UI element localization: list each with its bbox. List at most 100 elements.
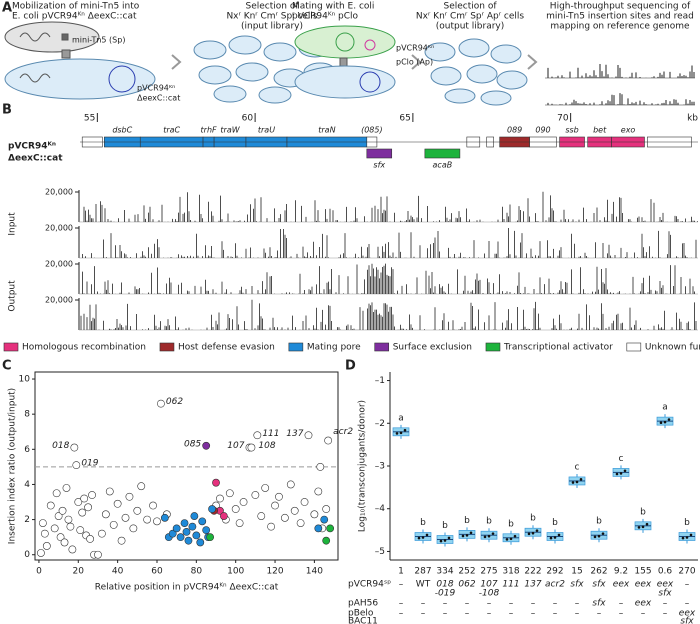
y-tick-label: 4 [24,480,30,490]
donor-cell [4,21,100,53]
y-axis-label: Log₁₀(transconjugants/donor) [358,400,368,532]
gene-label: traU [258,126,275,135]
replicate-dot [685,536,689,539]
step-text: mini-Tn5 insertion sites and read [546,12,694,22]
x-tick-label: 60 [151,567,163,577]
track-tick-label: 20,000 [45,296,73,305]
y-tick-label: 10 [19,375,31,385]
data-point [310,510,319,519]
group-letter: b [420,518,426,528]
construct-label: ΔeexC::cat [8,154,63,164]
group-letter: a [398,413,404,423]
legend-label: Transcriptional activator [503,343,613,353]
data-point [316,462,325,471]
step-text: pVCR94ᴷⁿ pClo [292,12,359,22]
step-text: Selection of [443,2,497,12]
cell [213,85,247,103]
category-label: acr2 [545,580,565,590]
step-text: Nxʳ Knʳ Cmʳ Spʳ Apʳ cells [416,12,524,22]
ratio-label: 287 [414,567,431,577]
replicate-dot [571,481,575,484]
ratio-label: 9.2 [614,567,628,577]
replicate-dot [597,534,601,538]
data-point [149,501,157,510]
cell [490,44,522,64]
data-point [182,527,191,536]
row-cell: – [597,609,602,619]
data-point [74,498,83,506]
category-label: 062 [458,580,475,590]
data-point [58,506,67,515]
cell [193,40,227,60]
coverage-track [82,228,697,258]
x-tick-label: 80 [191,567,203,577]
replicate-dot [531,531,535,535]
x-tick-label: 120 [266,567,283,577]
pclo-plasmid [335,32,355,52]
data-point [54,512,63,520]
row-cell: – [531,609,536,619]
data-point [212,478,220,487]
ratio-label: 262 [590,567,607,577]
data-point [192,531,201,540]
gene-label: bet [593,126,607,135]
replicate-dot [667,418,671,421]
group-letter: a [662,403,668,413]
coverage-track [80,191,698,222]
row-cell: eex [679,609,696,619]
plasmid [359,71,381,93]
row-cell: – [575,599,580,609]
point-annotation: 018 [52,441,69,451]
x-tick-label: 100 [227,567,244,577]
y-tick-label: 2 [24,515,30,525]
data-point [239,498,248,506]
replicate-dot [403,428,407,432]
category-label: 018 [436,580,453,590]
category-label: sfx [658,589,672,599]
kb-tick-label: 60 [242,114,254,124]
ratio-label: 252 [458,567,475,577]
data-point [190,512,199,520]
row-cell: – [685,599,690,609]
x-tick-label: 40 [112,567,124,577]
construct-label: pVCR94ᴷⁿ [8,142,56,152]
data-point [280,513,289,522]
legend-swatch [3,342,19,352]
replicate-dot [575,480,579,484]
group-letter: b [530,514,536,524]
legend-label: Homologous recombination [22,343,146,353]
data-point [68,545,77,554]
cell-label: mini-Tn5 (Sp) [72,36,125,45]
replicate-dot [465,534,469,537]
group-letter: b [464,516,470,526]
data-point [97,529,106,538]
data-point [157,399,165,408]
data-point [46,501,55,510]
data-point [271,501,279,510]
category-label: 137 [524,580,541,590]
row-cell: – [443,599,448,609]
legend-label: Surface exclusion [393,343,472,353]
point-annotation: 108 [258,441,275,451]
row-cell: – [443,609,448,619]
y-tick-label: –5 [375,547,385,557]
row-cell: – [487,609,492,619]
data-point [38,519,47,528]
replicate-dot [645,522,649,526]
panel-label: A [2,1,12,16]
replicate-dot [447,536,451,540]
gene [424,148,461,159]
ratio-label: 270 [678,567,695,577]
data-point [290,506,299,515]
replicate-dot [439,539,443,543]
data-point [50,524,59,533]
y-tick-label: –1 [375,376,385,386]
data-point [208,505,216,513]
cell [458,38,490,58]
legend-swatch [485,342,501,352]
legend-swatch [626,342,642,352]
row-cell: – [399,599,404,609]
group-letter: b [596,517,602,527]
replicate-dot [615,472,619,476]
gene-label: traN [318,126,335,135]
